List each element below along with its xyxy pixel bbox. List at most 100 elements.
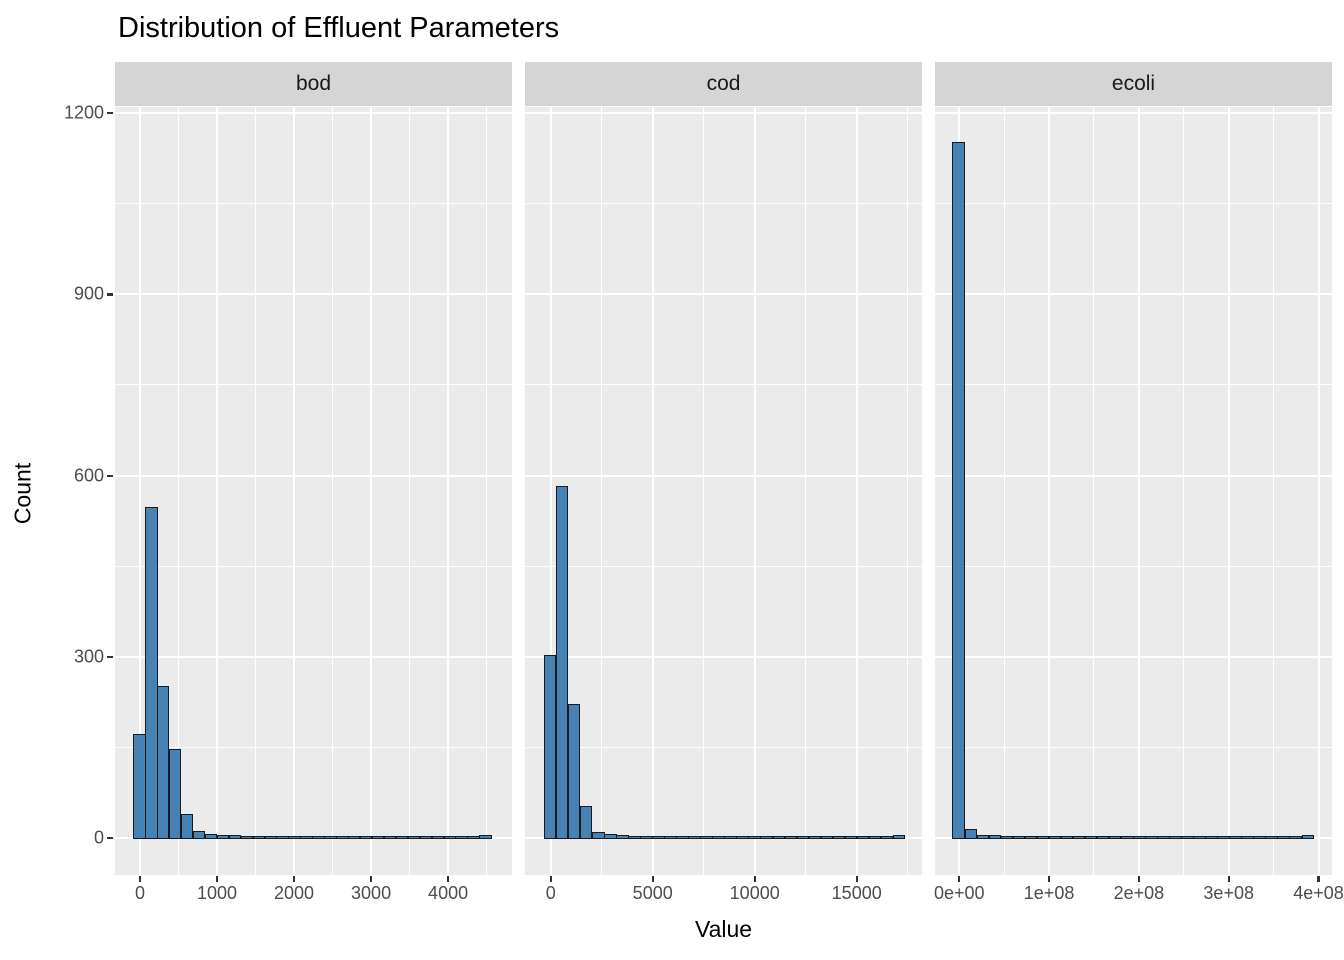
y-tick-label: 1200: [63, 102, 104, 123]
histogram-bar: [359, 836, 373, 839]
histogram-bar: [591, 831, 605, 839]
histogram-bar: [419, 836, 433, 839]
histogram-bar: [157, 685, 170, 839]
x-tick-mark: [446, 876, 450, 882]
y-tick-mark: [107, 112, 113, 115]
gridline-minor-v: [255, 107, 257, 875]
gridline-minor-v: [907, 107, 909, 875]
histogram-bar: [336, 836, 349, 839]
histogram-bar: [240, 836, 254, 839]
histogram-bar: [796, 836, 810, 839]
histogram-bar: [300, 836, 313, 839]
gridline-major-v: [1137, 107, 1140, 875]
facet-label: bod: [295, 72, 332, 95]
histogram-bar: [676, 836, 689, 839]
gridline-major-h: [115, 655, 512, 658]
x-tick-label: 3000: [351, 883, 392, 903]
x-tick-label: 0: [135, 883, 146, 903]
histogram-bar: [145, 507, 158, 839]
histogram-bar: [1000, 836, 1014, 839]
plot-panel: [115, 107, 512, 875]
x-tick-mark: [292, 876, 296, 882]
histogram-bar: [844, 836, 858, 839]
gridline-minor-v: [703, 107, 705, 875]
facet-strip: bod: [115, 62, 512, 106]
gridline-minor-v: [601, 107, 603, 875]
chart-title: Distribution of Effluent Parameters: [118, 12, 560, 44]
histogram-bar: [324, 836, 337, 839]
gridline-minor-h: [525, 384, 922, 386]
x-tick-label: 0: [545, 883, 556, 903]
histogram-bar: [1205, 836, 1218, 839]
histogram-bar: [1157, 836, 1170, 839]
histogram-bar: [1229, 836, 1242, 839]
histogram-bar: [264, 836, 277, 839]
gridline-minor-h: [115, 747, 512, 748]
gridline-minor-v: [332, 107, 334, 875]
gridline-minor-h: [935, 747, 1332, 748]
histogram-bar: [192, 830, 206, 839]
histogram-bar: [712, 836, 725, 839]
gridline-major-v: [651, 107, 654, 875]
histogram-bar: [880, 836, 894, 839]
histogram-bar: [543, 655, 557, 839]
histogram-bar: [628, 836, 641, 839]
histogram-bar: [288, 836, 301, 839]
histogram-bar: [640, 836, 653, 839]
x-tick-mark: [1227, 876, 1230, 882]
histogram-bar: [976, 834, 990, 839]
histogram-bar: [1145, 836, 1158, 839]
plot-panel: [525, 107, 922, 875]
gridline-minor-h: [115, 384, 512, 386]
histogram-bar: [832, 836, 846, 839]
histogram-bar: [276, 836, 289, 839]
histogram-bar: [180, 813, 194, 839]
histogram-bar: [892, 834, 906, 839]
x-tick-mark: [1137, 876, 1140, 882]
histogram-bar: [1217, 836, 1230, 839]
y-tick-mark: [107, 293, 113, 296]
histogram-bar: [169, 749, 182, 839]
facet-strip: ecoli: [935, 62, 1332, 106]
gridline-major-h: [525, 655, 922, 658]
gridline-minor-v: [1093, 107, 1095, 875]
gridline-major-v: [1317, 107, 1320, 875]
histogram-bar: [555, 486, 569, 839]
gridline-minor-h: [935, 203, 1332, 205]
gridline-major-h: [935, 293, 1332, 296]
x-tick-label: 3e+08: [1203, 883, 1254, 903]
histogram-bar: [252, 836, 265, 839]
gridline-minor-h: [935, 565, 1332, 567]
gridline-minor-v: [178, 107, 180, 875]
histogram-bar: [724, 836, 737, 839]
histogram-bar: [1277, 836, 1290, 839]
histogram-bar: [1289, 836, 1302, 839]
gridline-minor-h: [115, 203, 512, 205]
gridline-minor-h: [525, 565, 922, 567]
gridline-major-h: [115, 293, 512, 296]
histogram-bar: [431, 836, 445, 839]
gridline-major-v: [293, 107, 296, 875]
histogram-bar: [700, 836, 713, 839]
y-tick-label: 0: [93, 827, 104, 848]
histogram-bar: [1133, 836, 1146, 839]
gridline-major-h: [935, 112, 1332, 115]
gridline-minor-h: [115, 565, 512, 567]
x-tick-mark: [651, 876, 654, 882]
histogram-bar: [1120, 836, 1134, 839]
y-tick-mark: [107, 837, 113, 840]
x-tick-mark: [215, 876, 219, 882]
x-tick-mark: [855, 876, 858, 882]
x-tick-label: 2000: [274, 883, 315, 903]
gridline-major-h: [525, 112, 922, 115]
histogram-bar: [1108, 836, 1122, 839]
histogram-bar: [1036, 836, 1050, 839]
histogram-bar: [988, 835, 1002, 839]
histogram-bar: [1181, 836, 1194, 839]
histogram-bar: [664, 836, 677, 839]
gridline-major-v: [1048, 107, 1051, 875]
histogram-bar: [216, 834, 230, 839]
histogram-bar: [1193, 836, 1206, 839]
histogram-bar: [1060, 836, 1074, 839]
